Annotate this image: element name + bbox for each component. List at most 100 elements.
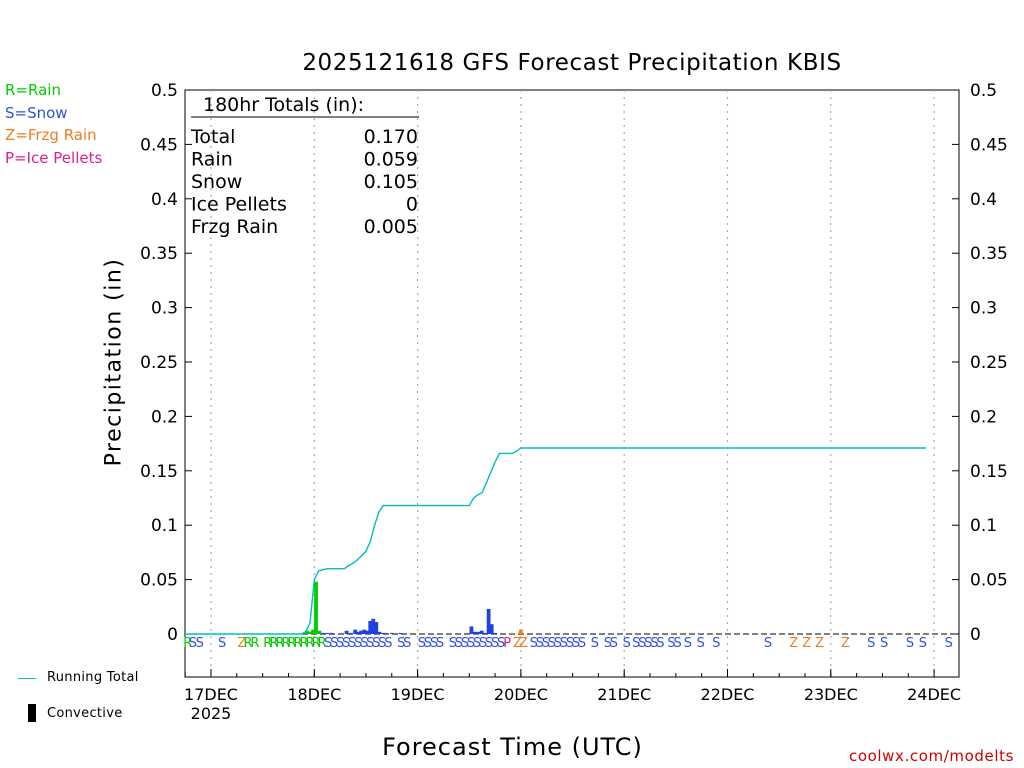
- ptype-marker: S: [479, 636, 487, 651]
- ptype-marker: S: [418, 636, 426, 651]
- ptype-marker: Z: [815, 636, 824, 651]
- ptype-marker: S: [604, 636, 612, 651]
- ptype-marker: S: [342, 636, 350, 651]
- running-total-point: [305, 631, 307, 633]
- ptype-marker: S: [697, 636, 705, 651]
- ptype-marker: R: [287, 636, 296, 651]
- y-tick-label-left: 0: [167, 625, 178, 645]
- x-tick-label: 17DEC: [184, 685, 238, 704]
- running-total-point: [361, 555, 363, 557]
- totals-row-label: Rain: [191, 149, 233, 171]
- totals-row-label: Total: [190, 126, 235, 148]
- x-tick-label: 22DEC: [701, 685, 755, 704]
- running-total-point: [515, 450, 518, 452]
- running-total-point: [524, 447, 526, 449]
- running-total-point: [481, 491, 483, 494]
- y-tick-label-right: 0.35: [970, 244, 1008, 264]
- ptype-marker: R: [299, 636, 308, 651]
- running-total-point: [442, 505, 445, 507]
- ptype-marker: S: [354, 636, 362, 651]
- snow-bar: [374, 622, 379, 634]
- y-tick-label-right: 0.25: [970, 353, 1008, 373]
- x-tick-label: 23DEC: [804, 685, 858, 704]
- chart-title: 2025121618 GFS Forecast Precipitation KB…: [302, 50, 842, 76]
- ptype-marker: S: [378, 636, 386, 651]
- running-total-point: [472, 497, 475, 499]
- ptype-marker: S: [336, 636, 344, 651]
- running-total-point: [425, 505, 427, 507]
- ptype-marker: S: [497, 636, 505, 651]
- ptype-marker: Z: [802, 636, 811, 651]
- ptype-marker: S: [880, 636, 888, 651]
- running-total-point: [528, 447, 531, 449]
- ptype-marker: R: [243, 636, 252, 651]
- running-total-point: [511, 452, 513, 454]
- ptype-marker: S: [650, 636, 658, 651]
- snow-bar: [368, 620, 373, 634]
- ptype-marker: R: [269, 636, 278, 651]
- totals-row-value: 0: [406, 194, 418, 216]
- totals-row-label: Ice Pellets: [191, 194, 287, 216]
- ptype-marker: S: [632, 636, 640, 651]
- running-total-legend-swatch: [18, 678, 36, 679]
- y-tick-label-left: 0.1: [151, 516, 178, 536]
- running-total-point: [520, 447, 522, 449]
- ptype-marker: R: [281, 636, 290, 651]
- y-tick-label-right: 0.2: [970, 407, 997, 427]
- ptype-marker: S: [656, 636, 664, 651]
- ptype-marker: S: [467, 636, 475, 651]
- snow-bar: [365, 630, 370, 634]
- ptype-marker: S: [449, 636, 457, 651]
- ptype-marker: S: [218, 636, 226, 651]
- ptype-marker: S: [542, 636, 550, 651]
- ptype-marker: R: [311, 636, 320, 651]
- rain-bar: [317, 630, 322, 634]
- snow-bar: [356, 631, 361, 634]
- ptype-marker: S: [530, 636, 538, 651]
- ptype-marker: S: [610, 636, 618, 651]
- rain-bar: [311, 629, 315, 634]
- ptype-marker: S: [436, 636, 444, 651]
- y-tick-label-left: 0.45: [140, 135, 178, 155]
- running-total-point: [318, 570, 320, 572]
- snow-bar: [472, 631, 477, 634]
- snow-bar: [321, 632, 325, 634]
- ptype-marker: S: [430, 636, 438, 651]
- ptype-marker: Z: [238, 636, 247, 651]
- running-total-point: [477, 494, 479, 496]
- y-tick-label-right: 0.3: [970, 299, 997, 319]
- ptype-marker: R: [250, 636, 259, 651]
- snow-bar: [377, 631, 382, 634]
- snow-bar: [380, 632, 385, 634]
- ptype-marker: S: [196, 636, 204, 651]
- running-total-point: [373, 524, 376, 526]
- snow-bar: [479, 630, 484, 634]
- convective-legend-label: Convective: [47, 706, 123, 721]
- ptype-marker: S: [366, 636, 374, 651]
- ptype-marker: Z: [519, 636, 528, 651]
- snow-bar: [389, 632, 394, 634]
- ptype-marker: S: [403, 636, 411, 651]
- running-total-point: [313, 579, 315, 581]
- y-tick-label-left: 0.35: [140, 244, 178, 264]
- running-total-point: [343, 568, 346, 570]
- ptype-marker: R: [293, 636, 302, 651]
- running-total-point: [382, 505, 384, 507]
- x-tick-sublabel: 2025: [191, 704, 232, 723]
- totals-heading: 180hr Totals (in):: [203, 94, 364, 116]
- snow-bar: [359, 630, 364, 634]
- legend-snow-key: S=Snow: [5, 104, 68, 122]
- ptype-marker: S: [455, 636, 463, 651]
- x-tick-label: 19DEC: [391, 685, 445, 704]
- snow-bar: [329, 632, 334, 634]
- rain-bar: [314, 581, 318, 634]
- legend-rain-key: R=Rain: [5, 81, 61, 99]
- ptype-marker: S: [360, 636, 368, 651]
- ptype-marker: R: [305, 636, 314, 651]
- running-total-point: [356, 559, 358, 561]
- y-tick-label-right: 0.15: [970, 462, 1008, 482]
- totals-row-value: 0.059: [364, 149, 418, 171]
- ptype-marker: S: [623, 636, 631, 651]
- snow-bar: [383, 632, 388, 634]
